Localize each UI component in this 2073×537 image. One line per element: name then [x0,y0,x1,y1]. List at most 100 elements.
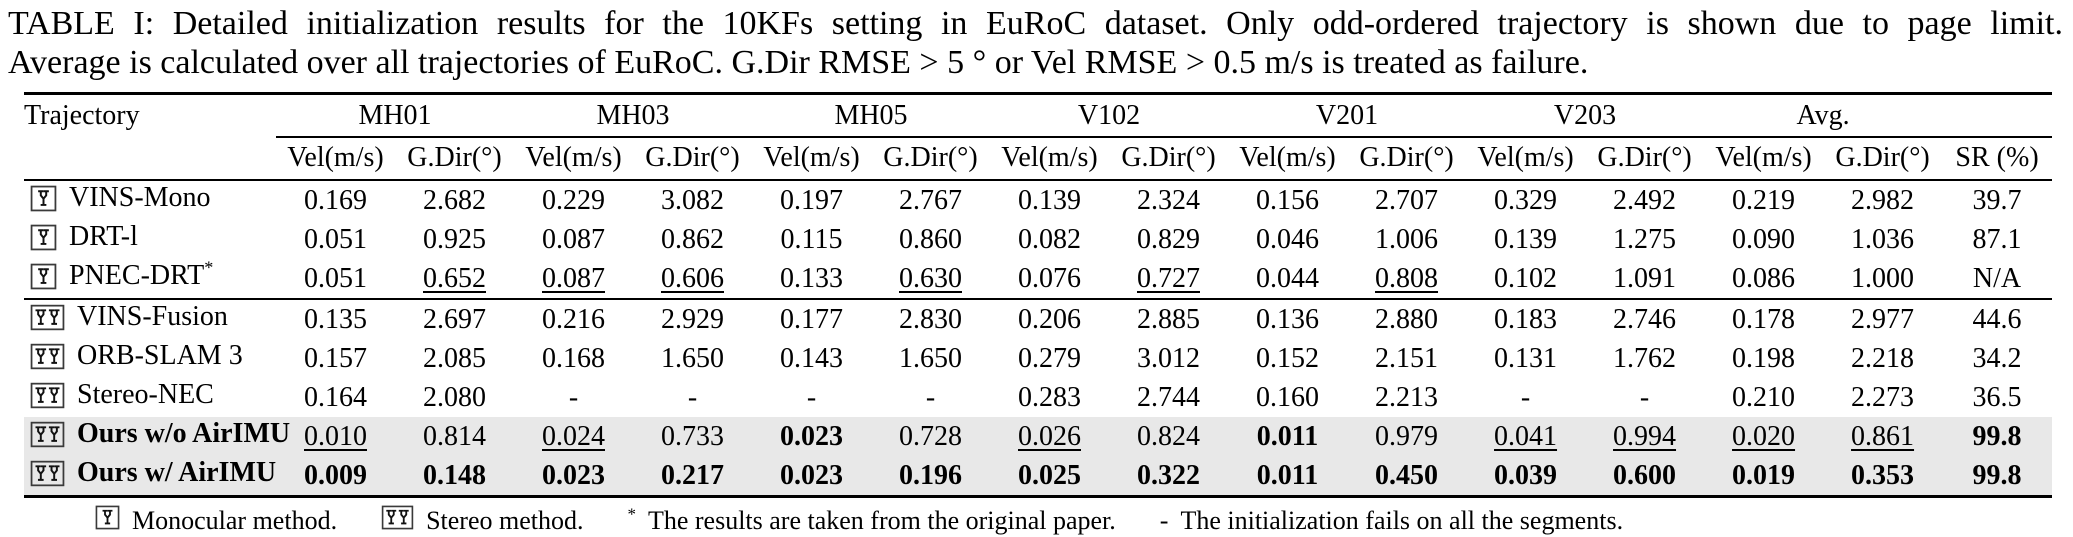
cell-value: 0.139 [1018,185,1081,216]
cell-value: 0.023 [780,460,843,491]
corner-header-trajectory: Trajectory [24,93,276,181]
group-header-avg: Avg. [1704,93,1943,138]
cell-value: 0.102 [1494,263,1558,294]
cell-value: - [1639,382,1650,413]
cell-value: 0.979 [1375,421,1439,452]
subheader-gdir-v203: G.Dir(°) [1585,137,1705,181]
subheader-vel-v102: Vel(m/s) [990,137,1109,181]
footnote-text: Monocular method. [132,506,338,535]
value-cell: 0.727 [1109,259,1228,299]
value-cell: 99.8 [1942,417,2052,456]
cell-value: 0.177 [780,304,843,335]
method-name: DRT-l [69,221,138,252]
cell-value: 0.024 [542,421,605,452]
cell-value: 0.728 [899,421,962,452]
cell-value: 1.762 [1613,343,1677,374]
value-cell: 0.283 [990,378,1109,417]
table-row-vins-fusion: VINS-Fusion 0.135 2.697 0.216 2.929 0.177 2.83… [24,298,2053,339]
value-cell: 0.979 [1347,417,1466,456]
cell-value: 0.829 [1137,224,1200,255]
value-cell: 0.728 [871,417,990,456]
results-table: Trajectory MH01 MH03 MH05 V102 V201 V203 Avg. V… [24,92,2053,498]
value-cell: 1.000 [1823,259,1942,299]
method-name: Ours w/ AirIMU [77,457,277,488]
group-header-v102: V102 [990,93,1229,138]
value-cell: 0.862 [633,220,752,259]
subheader-vel-v203: Vel(m/s) [1466,137,1586,181]
cell-value: 2.697 [423,304,486,335]
table-row-drt-l: DRT-l 0.051 0.925 0.087 0.862 0.115 0.860 0.082… [24,220,2052,259]
cell-value: 2.885 [1137,304,1200,335]
cell-value: 1.650 [899,343,962,374]
value-cell: 0.178 [1704,298,1824,339]
cell-value: 34.2 [1972,343,2022,374]
value-cell: 0.024 [514,417,633,456]
value-cell: 0.353 [1823,456,1942,497]
value-cell: 0.011 [1228,456,1347,497]
value-cell: 2.492 [1585,180,1704,220]
value-cell: 2.151 [1347,339,1466,378]
cell-value: 0.229 [542,185,605,216]
table-row-orb-slam-3: ORB-SLAM 3 0.157 2.085 0.168 1.650 0.143 1.650… [24,339,2052,378]
cell-value: 0.136 [1256,304,1320,335]
cell-value: 0.139 [1494,224,1558,255]
group-header-mh01: MH01 [276,93,514,138]
footnote-text: The results are taken from the original … [647,506,1116,535]
cell-value: 2.929 [661,304,724,335]
group-header-row: Trajectory MH01 MH03 MH05 V102 V201 V203 Avg. [24,93,2053,181]
cell-value: 99.8 [1972,421,2022,452]
value-cell: 87.1 [1942,220,2052,259]
value-cell: 44.6 [1942,298,2053,339]
value-cell: 0.197 [752,180,871,220]
value-cell: - [633,378,752,417]
value-cell: 0.139 [990,180,1109,220]
value-cell: 2.929 [633,298,752,339]
value-cell: 0.860 [871,220,990,259]
value-cell: 0.160 [1228,378,1347,417]
cell-value: 0.198 [1732,343,1796,374]
value-cell: 0.051 [276,220,395,259]
value-cell: 0.219 [1704,180,1823,220]
cell-value: 2.707 [1375,185,1439,216]
value-cell: - [1585,378,1704,417]
value-cell: 0.044 [1228,259,1347,299]
method-name: VINS-Mono [69,182,211,213]
value-cell: 0.133 [752,259,871,299]
cell-value: 44.6 [1972,304,2022,335]
caption-line-2: Average is calculated over all trajector… [8,44,1589,81]
value-cell: 3.082 [633,180,752,220]
cell-value: 2.218 [1851,343,1915,374]
subheader-vel-mh01: Vel(m/s) [276,137,395,181]
cell-value: 2.746 [1613,304,1677,335]
footnote-item-4: - The initialization fails on all the seg… [1160,506,1623,536]
footnote-item-2: Stereo method. [381,505,584,537]
stereo-camera-icon [30,304,65,339]
value-cell: 0.102 [1466,259,1585,299]
cell-value: 0.353 [1851,460,1915,491]
cell-value: 0.115 [780,224,843,255]
stereo-camera-icon [30,421,65,456]
cell-value: - [568,382,579,413]
value-cell: 0.086 [1704,259,1823,299]
cell-value: 0.450 [1375,460,1439,491]
cell-value: 0.044 [1256,263,1320,294]
value-cell: 0.115 [752,220,871,259]
cell-value: 0.196 [899,460,962,491]
value-cell: 0.808 [1347,259,1466,299]
cell-value: 2.080 [423,382,486,413]
value-cell: 3.012 [1109,339,1228,378]
method-name: ORB-SLAM 3 [77,340,243,371]
value-cell: 36.5 [1942,378,2052,417]
method-name-cell: Ours w/ AirIMU [24,456,276,497]
value-cell: 2.977 [1823,298,1943,339]
value-cell: 0.600 [1585,456,1704,497]
value-cell: 2.324 [1109,180,1228,220]
value-cell: 1.091 [1585,259,1704,299]
cell-value: 2.324 [1137,185,1200,216]
value-cell: 0.829 [1109,220,1228,259]
subheader-gdir-mh05: G.Dir(°) [871,137,990,181]
mono-camera-icon [95,505,120,537]
value-cell: 0.450 [1347,456,1466,497]
cell-value: 0.143 [780,343,843,374]
value-cell: - [1466,378,1585,417]
